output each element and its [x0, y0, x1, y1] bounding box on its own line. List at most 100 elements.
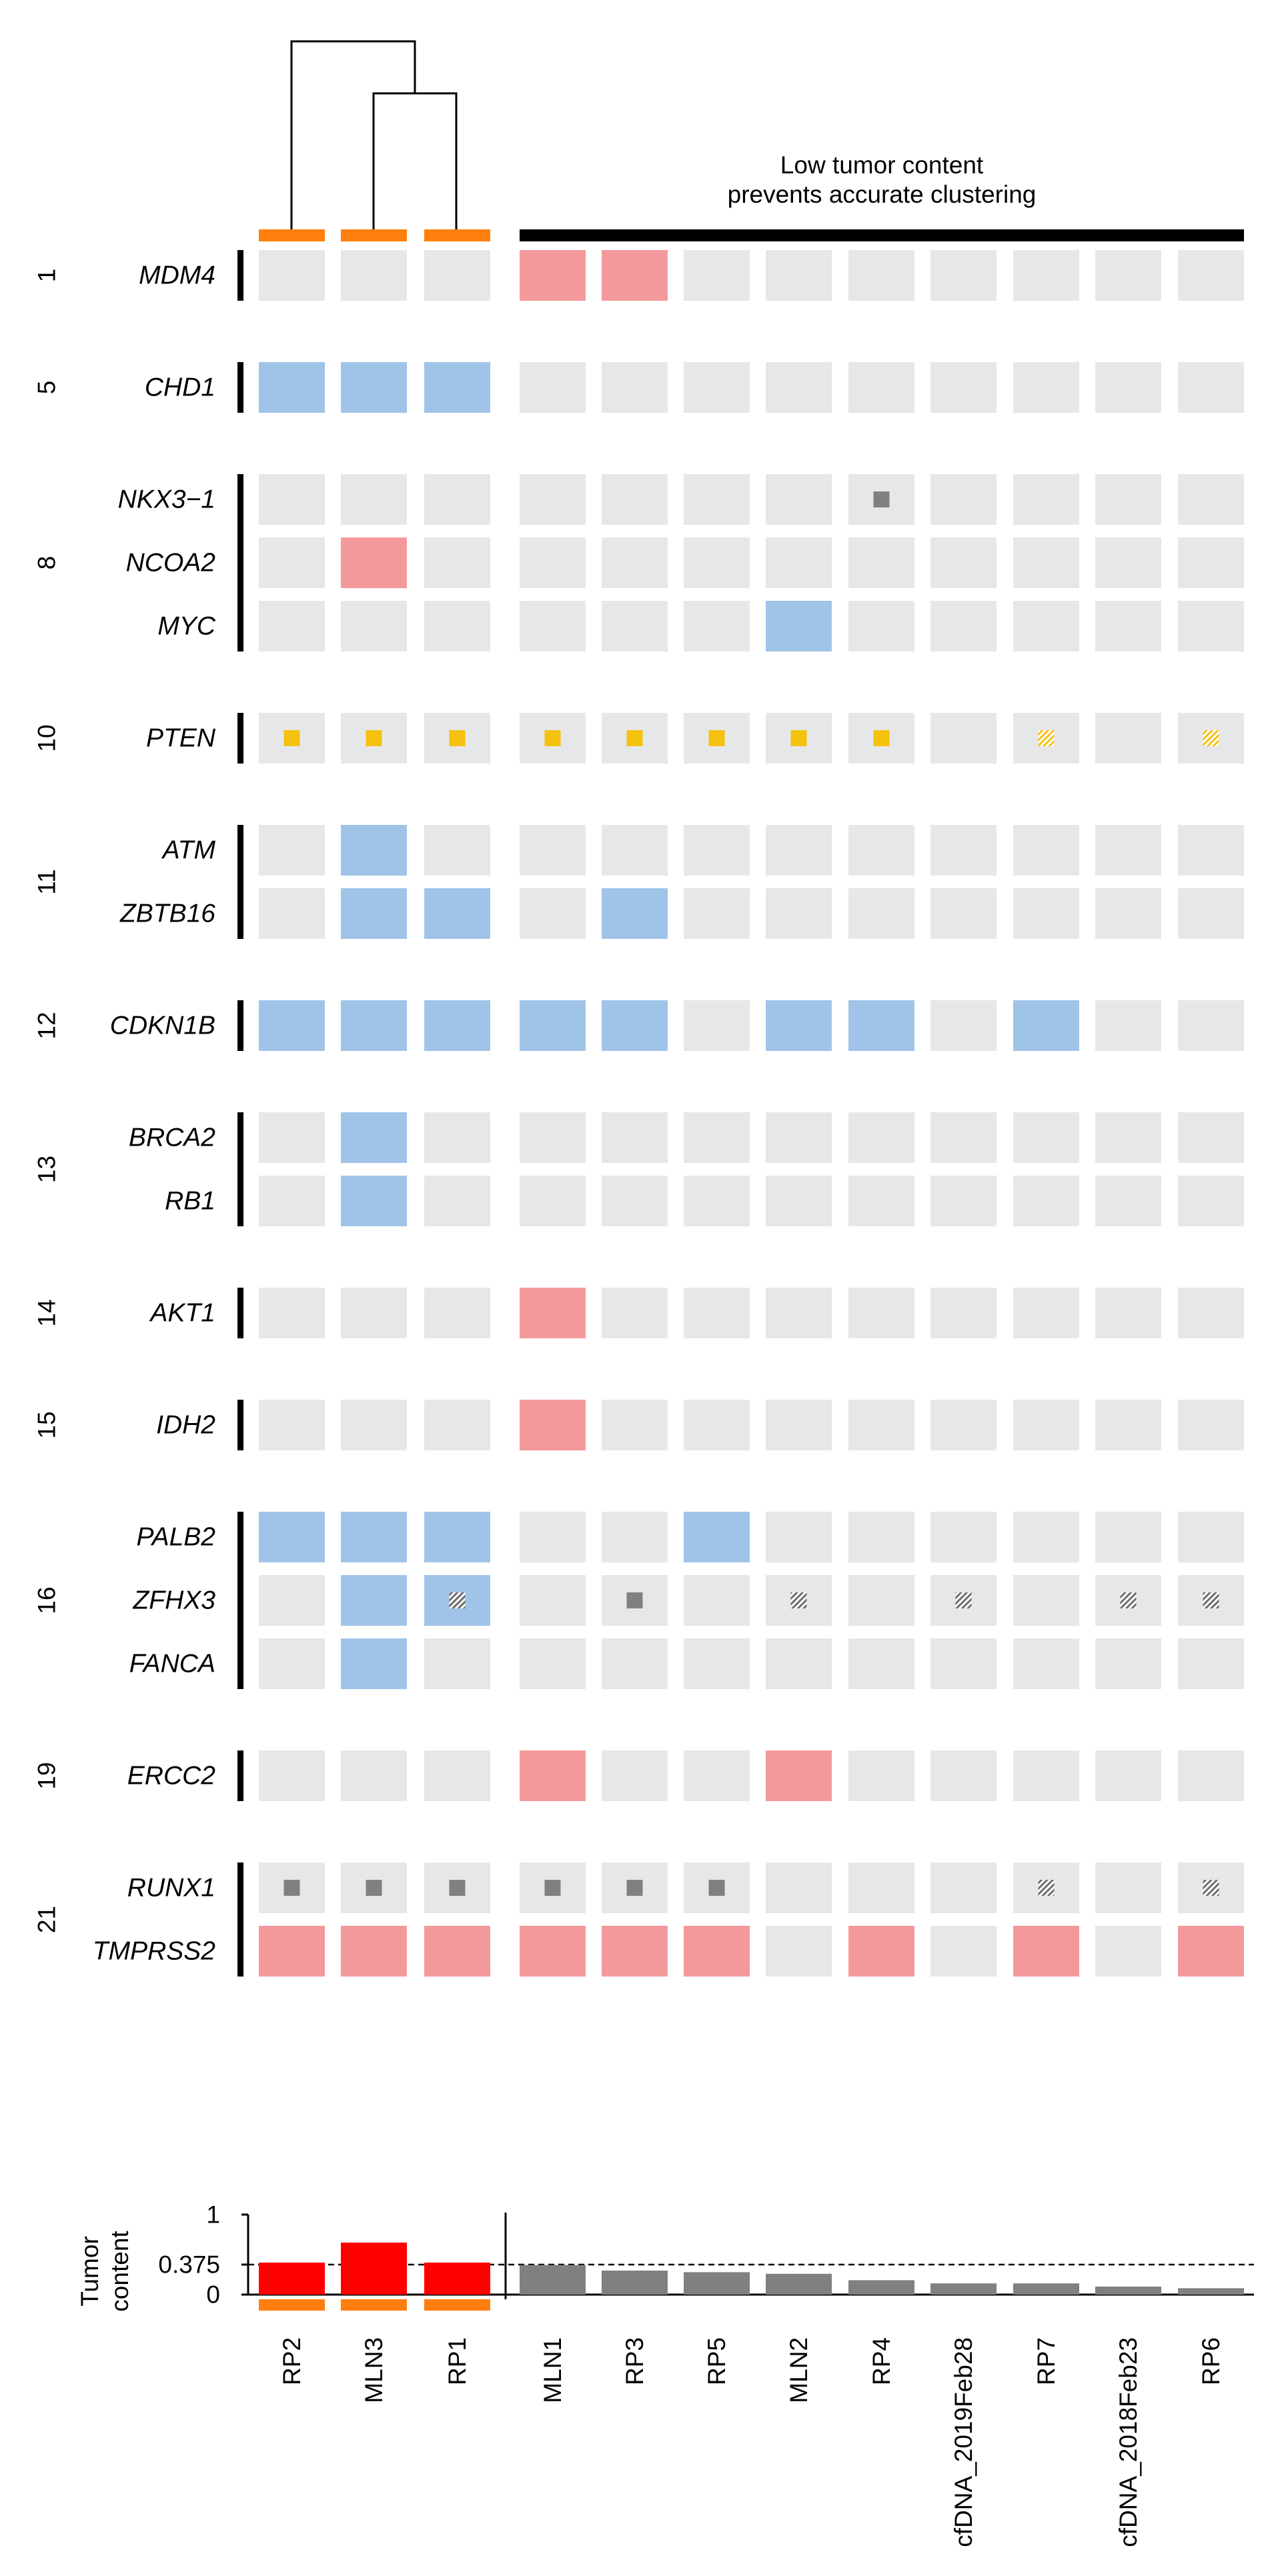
bar-mln1: [520, 2265, 586, 2295]
cell-myc-rp7: [1013, 601, 1079, 652]
cell-zbtb16-mln1: [520, 888, 586, 939]
cell-palb2-rp3: [602, 1512, 668, 1562]
cell-tmprss2-mln2: [766, 1926, 832, 1977]
mutation-marker: [708, 730, 725, 746]
cell-rb1-rp3: [602, 1176, 668, 1226]
mutation-marker: [626, 1592, 643, 1608]
cell-myc-rp2: [259, 601, 325, 652]
cell-cdkn1b-rp5: [684, 1000, 750, 1051]
cell-atm-rp4: [848, 825, 914, 876]
cell-nkx3-1-mln1: [520, 474, 586, 525]
cell-rb1-mln2: [766, 1176, 832, 1226]
cell-idh2-rp4: [848, 1400, 914, 1450]
gene-row-mdm4: MDM4: [139, 250, 1244, 301]
cell-fanca-mln3: [341, 1638, 407, 1689]
hatched-mutation-marker: [1203, 1880, 1219, 1896]
cell-rb1-cfdna-2018feb23: [1095, 1176, 1161, 1226]
cell-rb1-rp6: [1178, 1176, 1244, 1226]
hatched-mutation-marker: [790, 1592, 807, 1608]
cell-zfhx3-rp4: [848, 1575, 914, 1626]
gene-row-akt1: AKT1: [149, 1288, 1244, 1338]
cell-zfhx3-mln1: [520, 1575, 586, 1626]
cell-brca2-rp2: [259, 1112, 325, 1163]
chromosome-label: 10: [33, 724, 61, 752]
cell-chd1-rp6: [1178, 362, 1244, 413]
y-tick-label: 0: [206, 2281, 220, 2309]
sample-label-rp1: RP1: [444, 2337, 471, 2385]
cell-mdm4-cfdna-2018feb23: [1095, 250, 1161, 301]
cell-atm-mln1: [520, 825, 586, 876]
cell-chd1-rp1: [424, 362, 490, 413]
cell-ncoa2-mln2: [766, 537, 832, 588]
cell-chd1-rp2: [259, 362, 325, 413]
gene-label: FANCA: [129, 1650, 215, 1678]
mutation-marker: [283, 730, 300, 746]
cell-tmprss2-rp7: [1013, 1926, 1079, 1977]
cell-akt1-cfdna-2018feb23: [1095, 1288, 1161, 1338]
cluster-bar-rp2: [259, 2299, 325, 2311]
annotation-line-1: Low tumor content: [780, 151, 984, 179]
cell-fanca-rp3: [602, 1638, 668, 1689]
mutation-marker: [873, 730, 890, 746]
bar-rp7: [1013, 2283, 1079, 2295]
cell-ercc2-cfdna-2019feb28: [930, 1750, 997, 1801]
cell-cdkn1b-rp1: [424, 1000, 490, 1051]
cell-ercc2-rp3: [602, 1750, 668, 1801]
cell-cdkn1b-mln3: [341, 1000, 407, 1051]
gene-row-myc: MYC: [157, 601, 1244, 652]
cell-nkx3-1-rp1: [424, 474, 490, 525]
cell-nkx3-1-rp2: [259, 474, 325, 525]
cell-ncoa2-rp4: [848, 537, 914, 588]
cell-idh2-rp6: [1178, 1400, 1244, 1450]
chromosome-bracket: [237, 1862, 243, 1977]
cluster-bar-rp2: [259, 229, 325, 241]
cell-mdm4-rp5: [684, 250, 750, 301]
chromosome-group-16: 16 PALB2 ZFHX3 FANCA: [33, 1512, 1244, 1689]
cell-brca2-rp5: [684, 1112, 750, 1163]
cell-akt1-rp7: [1013, 1288, 1079, 1338]
cell-mdm4-rp4: [848, 250, 914, 301]
cell-rb1-rp2: [259, 1176, 325, 1226]
cell-palb2-mln1: [520, 1512, 586, 1562]
gene-row-atm: ATM: [161, 825, 1244, 876]
gene-label: RB1: [165, 1187, 215, 1216]
chromosome-label: 12: [33, 1012, 61, 1039]
gene-label: MDM4: [139, 261, 215, 290]
cell-rb1-mln3: [341, 1176, 407, 1226]
cell-pten-cfdna-2018feb23: [1095, 713, 1161, 764]
cell-myc-cfdna-2018feb23: [1095, 601, 1161, 652]
bar-rp4: [848, 2280, 914, 2295]
cell-cdkn1b-cfdna-2018feb23: [1095, 1000, 1161, 1051]
cell-akt1-mln3: [341, 1288, 407, 1338]
cell-myc-rp5: [684, 601, 750, 652]
cell-fanca-cfdna-2018feb23: [1095, 1638, 1161, 1689]
cell-ercc2-rp4: [848, 1750, 914, 1801]
cell-chd1-mln2: [766, 362, 832, 413]
cell-zbtb16-rp3: [602, 888, 668, 939]
sample-label-mln3: MLN3: [360, 2337, 388, 2403]
bar-cfdna-2018feb23: [1095, 2287, 1161, 2295]
y-axis-label-line-2: content: [106, 2231, 133, 2312]
chromosome-group-21: 21 RUNX1 TMPRSS2: [33, 1862, 1244, 1977]
chromosome-label: 14: [33, 1299, 61, 1326]
cell-ncoa2-cfdna-2019feb28: [930, 537, 997, 588]
gene-row-ercc2: ERCC2: [127, 1750, 1244, 1801]
cell-myc-mln1: [520, 601, 586, 652]
gene-label: NCOA2: [126, 549, 216, 577]
cell-ncoa2-mln3: [341, 537, 407, 588]
cell-cdkn1b-mln2: [766, 1000, 832, 1051]
cell-mdm4-mln3: [341, 250, 407, 301]
dendrogram-link-root: [290, 40, 416, 233]
gene-row-runx1: RUNX1: [127, 1862, 1244, 1913]
cell-idh2-rp3: [602, 1400, 668, 1450]
cell-rb1-rp5: [684, 1176, 750, 1226]
cell-palb2-rp4: [848, 1512, 914, 1562]
tumor-content-chart: Tumor content 00.375 1: [76, 2201, 1254, 2312]
gene-label: PTEN: [146, 724, 216, 753]
cell-zbtb16-cfdna-2018feb23: [1095, 888, 1161, 939]
cell-ncoa2-cfdna-2018feb23: [1095, 537, 1161, 588]
chromosome-group-12: 12 CDKN1B: [33, 1000, 1244, 1051]
cell-runx1-cfdna-2019feb28: [930, 1862, 997, 1913]
cell-rb1-rp4: [848, 1176, 914, 1226]
cell-idh2-rp5: [684, 1400, 750, 1450]
